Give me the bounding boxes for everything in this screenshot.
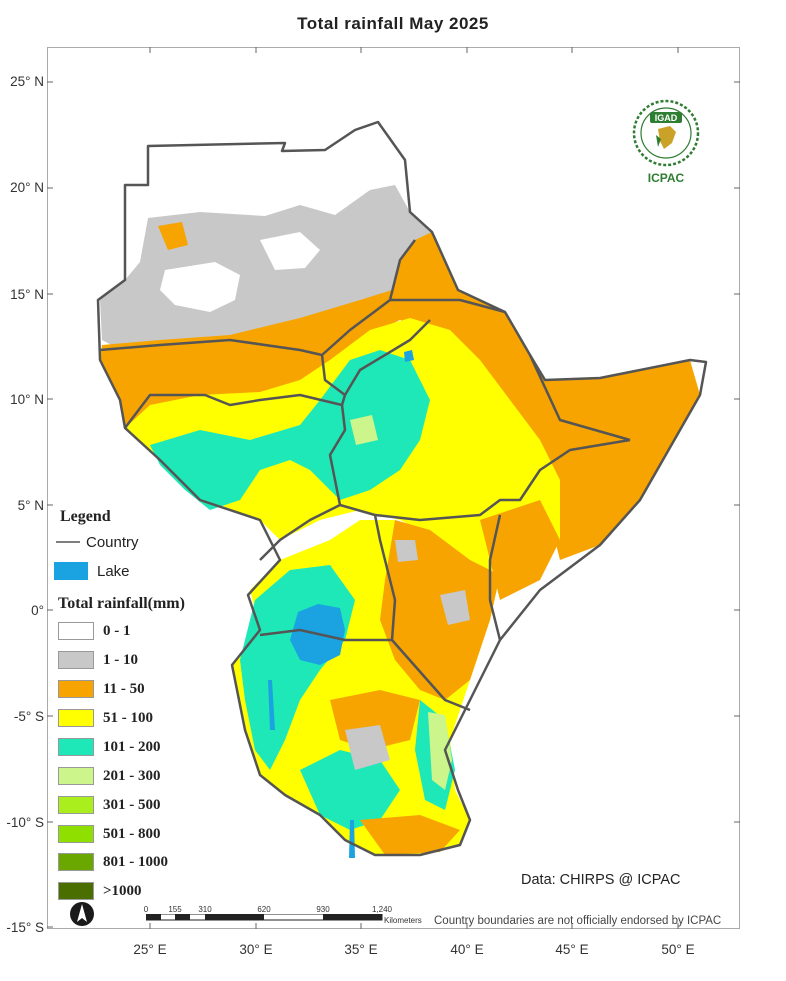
legend-class: 501 - 800 bbox=[58, 824, 161, 844]
zone-101-200-west bbox=[150, 350, 430, 510]
legend-class: 301 - 500 bbox=[58, 795, 161, 815]
scale-tick: 0 bbox=[143, 905, 149, 914]
swatch-4 bbox=[58, 738, 94, 756]
legend-class: 11 - 50 bbox=[58, 679, 145, 699]
frame-ticks bbox=[47, 47, 740, 929]
lat-label-10n: 10° N bbox=[10, 392, 44, 407]
lat-label-10s: -10° S bbox=[6, 815, 44, 830]
legend-rainfall-title: Total rainfall(mm) bbox=[58, 594, 185, 614]
lon-label-25e: 25° E bbox=[133, 942, 167, 957]
lat-label-25n: 25° N bbox=[10, 74, 44, 89]
legend-class-label: >1000 bbox=[103, 882, 142, 899]
legend-class-label: 51 - 100 bbox=[103, 709, 153, 726]
legend-lake: Lake bbox=[54, 561, 130, 581]
swatch-2 bbox=[58, 680, 94, 698]
legend: Legend bbox=[54, 508, 244, 526]
country-borders bbox=[96, 120, 708, 857]
scale-bar-graphic bbox=[146, 914, 383, 921]
swatch-5 bbox=[58, 767, 94, 785]
data-credit: Data: CHIRPS @ ICPAC bbox=[521, 872, 681, 888]
legend-title: Legend bbox=[60, 508, 111, 525]
swatch-8 bbox=[58, 853, 94, 871]
logo-caption: ICPAC bbox=[647, 171, 685, 185]
swatch-1 bbox=[58, 651, 94, 669]
legend-class-label: 501 - 800 bbox=[103, 825, 161, 842]
lat-label-20n: 20° N bbox=[10, 180, 44, 195]
logo-top-text: IGAD bbox=[655, 113, 678, 123]
swatch-0 bbox=[58, 622, 94, 640]
legend-class-label: 801 - 1000 bbox=[103, 853, 168, 870]
north-arrow-icon bbox=[70, 902, 94, 926]
legend-class-label: 101 - 200 bbox=[103, 738, 161, 755]
scale-tick: 310 bbox=[198, 905, 212, 914]
lat-label-5n: 5° N bbox=[17, 498, 44, 513]
country-line-icon bbox=[56, 541, 80, 543]
legend-class: 51 - 100 bbox=[58, 708, 153, 728]
swatch-7 bbox=[58, 825, 94, 843]
swatch-6 bbox=[58, 796, 94, 814]
legend-class: 0 - 1 bbox=[58, 621, 131, 641]
legend-class-label: 11 - 50 bbox=[103, 680, 145, 697]
lon-label-45e: 45° E bbox=[555, 942, 589, 957]
legend-class: 1 - 10 bbox=[58, 650, 138, 670]
rainfall-title: Total rainfall(mm) bbox=[58, 595, 185, 612]
scale-tick: 930 bbox=[316, 905, 330, 914]
lon-label-40e: 40° E bbox=[450, 942, 484, 957]
scale-tick: 1,240 bbox=[371, 905, 393, 914]
map-title: Total rainfall May 2025 bbox=[297, 14, 489, 33]
legend-class: 101 - 200 bbox=[58, 737, 161, 757]
legend-class-label: 0 - 1 bbox=[103, 622, 131, 639]
legend-class: 801 - 1000 bbox=[58, 852, 168, 872]
legend-country-label: Country bbox=[86, 533, 139, 551]
lon-label-30e: 30° E bbox=[239, 942, 273, 957]
legend-class: 201 - 300 bbox=[58, 766, 161, 786]
legend-class: >1000 bbox=[58, 881, 142, 901]
scale-unit: Kilometers bbox=[384, 916, 422, 925]
scale-tick: 155 bbox=[168, 905, 182, 914]
legend-class-label: 1 - 10 bbox=[103, 651, 138, 668]
lat-label-15s: -15° S bbox=[6, 920, 44, 935]
lake-swatch bbox=[54, 562, 88, 580]
legend-class-label: 201 - 300 bbox=[103, 767, 161, 784]
lat-label-15n: 15° N bbox=[10, 287, 44, 302]
zone-11-50-south bbox=[380, 520, 500, 700]
lat-label-5s: -5° S bbox=[13, 709, 44, 724]
map-frame bbox=[47, 47, 740, 929]
swatch-9 bbox=[58, 882, 94, 900]
lat-label-0: 0° bbox=[31, 603, 44, 618]
lon-label-35e: 35° E bbox=[344, 942, 378, 957]
legend-class-label: 301 - 500 bbox=[103, 796, 161, 813]
swatch-3 bbox=[58, 709, 94, 727]
legend-country: Country bbox=[56, 532, 139, 552]
disclaimer: Country boundaries are not officially en… bbox=[434, 915, 722, 927]
scale-tick: 620 bbox=[257, 905, 271, 914]
lon-label-50e: 50° E bbox=[661, 942, 695, 957]
igad-logo-icon: IGAD bbox=[632, 99, 700, 167]
legend-lake-label: Lake bbox=[97, 562, 130, 580]
